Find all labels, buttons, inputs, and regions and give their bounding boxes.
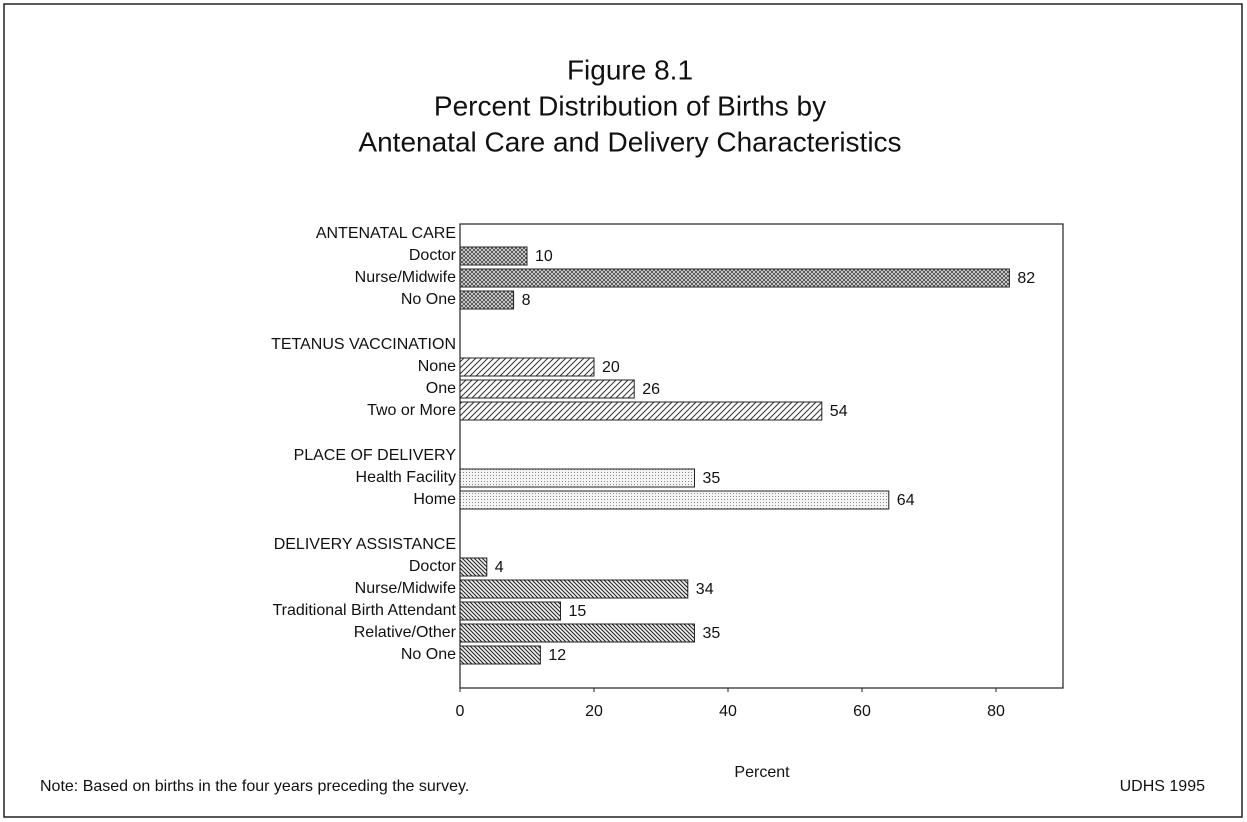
bar — [459, 401, 823, 421]
category-label: Traditional Birth Attendant — [272, 602, 456, 619]
chart-title: Antenatal Care and Delivery Characterist… — [358, 126, 901, 157]
category-label: No One — [401, 291, 456, 308]
group-label: DELIVERY ASSISTANCE — [274, 536, 456, 553]
bar — [459, 601, 561, 621]
bar — [459, 290, 515, 310]
group-label: TETANUS VACCINATION — [271, 336, 456, 353]
x-axis-label: Percent — [734, 764, 790, 781]
chart-title: Figure 8.1 — [567, 54, 693, 85]
value-label: 15 — [569, 603, 587, 620]
bar — [459, 645, 541, 665]
category-label: Home — [413, 491, 456, 508]
x-tick-label: 20 — [585, 703, 603, 720]
bar — [459, 490, 890, 510]
category-label: Health Facility — [356, 469, 456, 486]
category-label: Doctor — [409, 558, 457, 575]
category-label: Nurse/Midwife — [355, 580, 456, 597]
bar — [459, 379, 635, 399]
value-label: 64 — [897, 492, 915, 509]
category-label: Nurse/Midwife — [355, 269, 456, 286]
value-label: 26 — [642, 381, 660, 398]
value-label: 12 — [548, 647, 566, 664]
bar — [459, 623, 695, 643]
bar — [459, 357, 595, 377]
category-label: No One — [401, 646, 456, 663]
value-label: 35 — [703, 470, 721, 487]
value-label: 82 — [1017, 270, 1035, 287]
value-label: 8 — [522, 292, 531, 309]
category-label: Doctor — [409, 247, 457, 264]
x-tick-label: 0 — [456, 703, 465, 720]
category-label: Relative/Other — [354, 624, 457, 641]
value-label: 10 — [535, 248, 553, 265]
bar — [459, 246, 528, 266]
value-label: 35 — [703, 625, 721, 642]
bar — [459, 557, 488, 577]
value-label: 4 — [495, 559, 504, 576]
bar — [459, 579, 689, 599]
bar — [459, 268, 1010, 288]
x-tick-label: 40 — [719, 703, 737, 720]
category-label: One — [426, 380, 456, 397]
category-label: Two or More — [367, 402, 456, 419]
frame — [3, 3, 1243, 818]
plot-area — [459, 223, 1064, 689]
note: Note: Based on births in the four years … — [40, 778, 469, 795]
group-label: ANTENATAL CARE — [316, 225, 456, 242]
category-label: None — [418, 358, 456, 375]
source: UDHS 1995 — [1120, 778, 1205, 795]
x-tick-label: 60 — [853, 703, 871, 720]
x-tick-label: 80 — [987, 703, 1005, 720]
value-label: 34 — [696, 581, 714, 598]
value-label: 20 — [602, 359, 620, 376]
bar — [459, 468, 695, 488]
value-label: 54 — [830, 403, 848, 420]
chart-title: Percent Distribution of Births by — [434, 90, 826, 121]
group-label: PLACE OF DELIVERY — [294, 447, 457, 464]
